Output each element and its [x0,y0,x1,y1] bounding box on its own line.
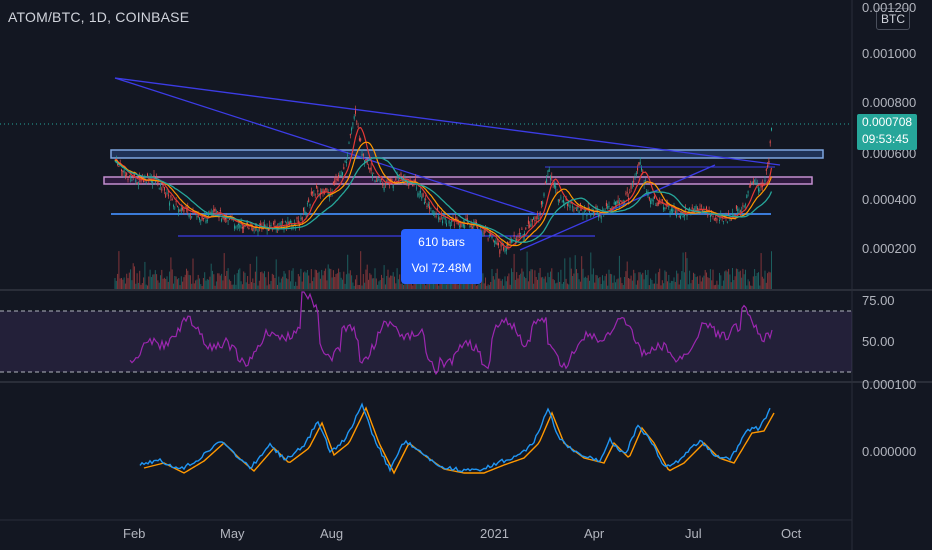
trendline-rising[interactable] [519,164,716,251]
measure-bars: 610 bars [418,235,465,249]
measure-volume: Vol 72.48M [411,261,472,275]
trendline-lower[interactable] [114,77,541,216]
symbol-title[interactable]: ATOM/BTC, 1D, COINBASE [8,9,190,25]
bar-countdown: 09:53:45 [862,132,909,146]
time-label: 2021 [480,526,509,541]
price-tick: 0.000200 [862,241,917,256]
moving-average-teal [114,157,773,243]
time-label: Apr [584,526,605,541]
rsi-tick: 75.00 [862,293,895,308]
volume-bars [114,251,772,289]
oscillator-tick: 0.000100 [862,377,917,392]
time-label: Feb [123,526,146,541]
signal-line [143,406,775,475]
price-tick: 0.001200 [862,0,917,15]
resistance-zone[interactable] [110,149,824,159]
currency-badge[interactable]: BTC [876,8,910,30]
macd-line [139,402,771,473]
rsi-line [129,291,773,376]
time-label: Jul [685,526,702,541]
price-tick: 0.000800 [862,95,917,110]
rsi-band [0,311,852,372]
moving-average-red [114,126,773,249]
time-label: May [220,526,245,541]
price-tick: 0.000400 [862,192,917,207]
rsi-tick: 50.00 [862,334,895,349]
time-label: Oct [781,526,802,541]
current-price-badge[interactable]: 0.000708 09:53:45 [857,114,917,150]
price-tick: 0.001000 [862,46,917,61]
moving-average-orange [114,141,773,247]
trendline-upper[interactable] [114,77,781,166]
mid-zone[interactable] [103,176,813,185]
current-price-value: 0.000708 [862,115,913,129]
time-label: Aug [320,526,344,541]
oscillator-tick: 0.000000 [862,444,917,459]
measure-tooltip[interactable]: 610 bars Vol 72.48M [401,229,482,284]
